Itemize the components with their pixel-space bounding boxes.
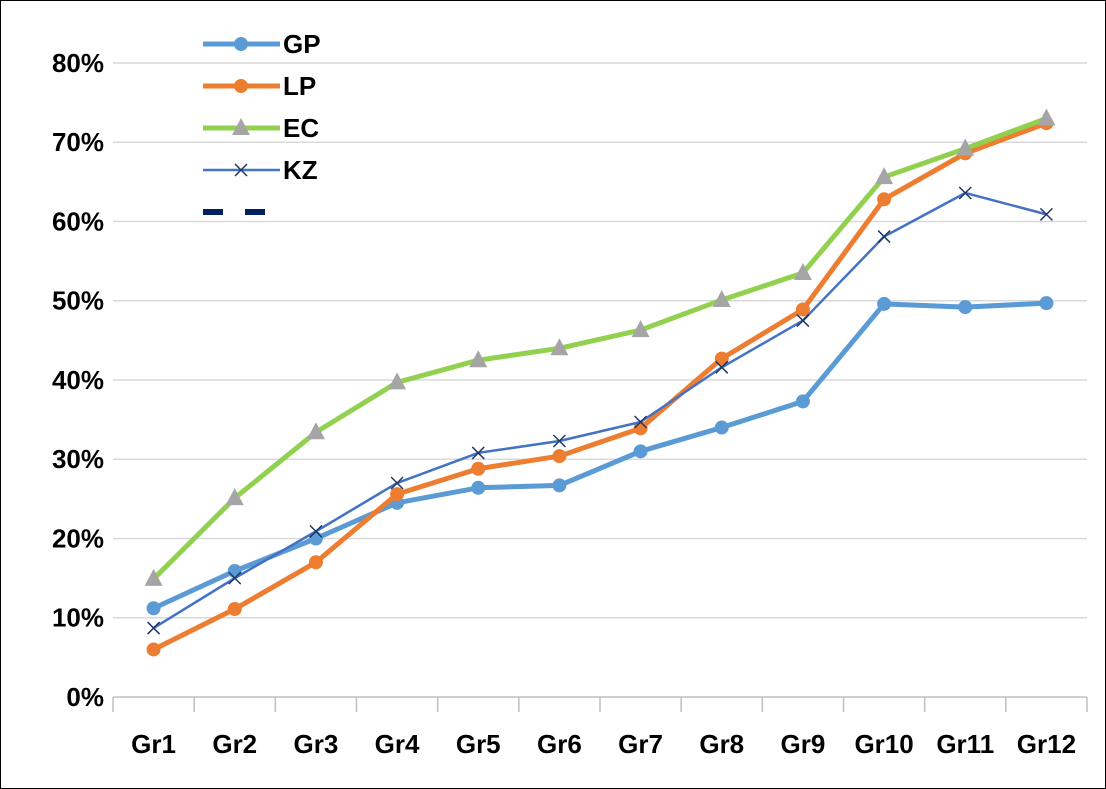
marker	[795, 302, 810, 317]
x-tick-label: Gr3	[294, 729, 339, 759]
y-tick-label: 20%	[52, 523, 104, 553]
marker	[225, 488, 244, 506]
marker	[634, 415, 648, 429]
marker	[631, 320, 650, 338]
marker	[877, 192, 892, 207]
marker	[714, 420, 729, 435]
marker	[796, 314, 810, 328]
grid: 0% 10% 20% 30% 40% 50% 60% 70% 80% Gr1 Gr2 Gr3 Gr4 Gr…	[52, 48, 1088, 759]
legend-marker	[232, 118, 250, 135]
marker	[875, 167, 894, 185]
marker	[308, 555, 323, 570]
marker	[390, 487, 405, 502]
marker	[146, 642, 161, 657]
marker	[715, 360, 729, 374]
x-tick-label: Gr5	[456, 729, 501, 759]
x-tick-label: Gr2	[212, 729, 257, 759]
marker	[227, 602, 242, 617]
marker	[877, 296, 892, 311]
marker	[147, 621, 161, 635]
y-tick-label: 50%	[52, 286, 104, 316]
marker	[714, 351, 729, 366]
x-tick-label: Gr8	[699, 729, 744, 759]
legend-label: KZ	[283, 155, 318, 185]
marker	[306, 422, 325, 440]
marker	[309, 524, 323, 538]
y-tick-label: 70%	[52, 127, 104, 157]
marker	[146, 601, 161, 616]
x-tick-label: Gr7	[618, 729, 663, 759]
marker	[552, 449, 567, 464]
series-line	[152, 120, 1048, 652]
y-tick-label: 30%	[52, 444, 104, 474]
x-tick-label: Gr12	[1017, 729, 1076, 759]
marker	[552, 434, 566, 448]
legend-label: LP	[283, 71, 316, 101]
legend-label: GP	[283, 29, 321, 59]
marker	[1037, 108, 1056, 126]
x-tick-label: Gr1	[131, 729, 176, 759]
x-tick-label: Gr10	[854, 729, 913, 759]
legend-marker	[234, 37, 248, 51]
marker	[469, 350, 488, 368]
plot	[144, 108, 1056, 657]
marker	[795, 394, 810, 409]
marker	[956, 138, 975, 156]
marker	[144, 568, 163, 586]
legend-marker	[234, 79, 248, 93]
y-tick-label: 60%	[52, 206, 104, 236]
y-tick-label: 0%	[66, 682, 104, 712]
marker	[471, 446, 485, 460]
legend: GP LP EC KZ	[203, 29, 321, 215]
marker	[390, 476, 404, 490]
y-tick-label: 80%	[52, 48, 104, 78]
marker	[471, 461, 486, 476]
legend-label: EC	[283, 113, 319, 143]
series-line	[151, 116, 1048, 581]
marker	[1039, 296, 1054, 311]
x-tick-label: Gr11	[936, 729, 994, 759]
y-tick-label: 40%	[52, 365, 104, 395]
marker	[958, 186, 972, 200]
marker	[471, 480, 486, 495]
x-tick-label: Gr6	[537, 729, 582, 759]
marker	[877, 230, 891, 244]
marker	[550, 338, 569, 356]
y-tick-label: 10%	[52, 603, 104, 633]
marker	[712, 289, 731, 307]
marker	[552, 478, 567, 493]
x-tick-label: Gr9	[781, 729, 826, 759]
marker	[388, 372, 407, 390]
series-line	[152, 300, 1047, 611]
marker	[958, 300, 973, 315]
marker	[1039, 207, 1053, 221]
series-line	[152, 191, 1047, 630]
marker	[793, 263, 812, 281]
x-tick-label: Gr4	[375, 729, 420, 759]
legend-marker	[234, 163, 248, 177]
marker	[228, 571, 242, 585]
marker	[633, 444, 648, 459]
